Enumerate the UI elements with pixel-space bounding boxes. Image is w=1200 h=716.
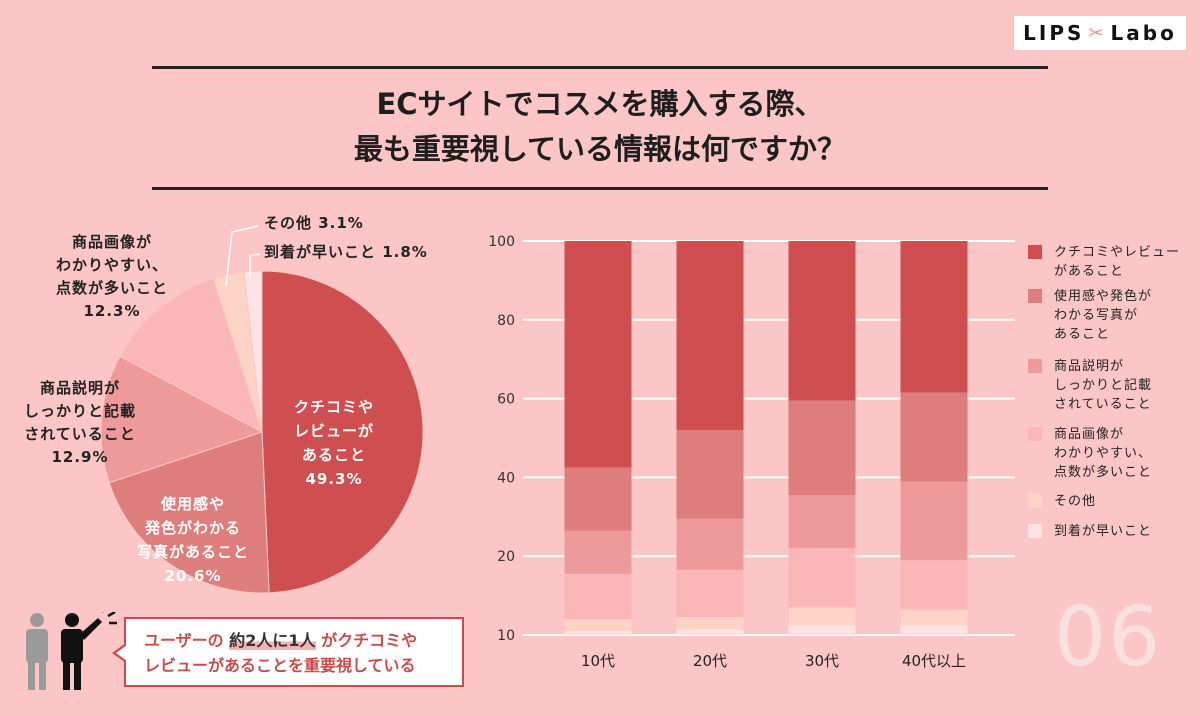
y-tick-label: 80 [497,313,515,329]
page-number: 06 [1054,590,1163,685]
pie-slice-1 [261,270,424,594]
bar-segment-10代-1 [564,631,632,635]
bar-segment-40代以上-2 [900,609,968,626]
pie-slice-4 [119,277,263,434]
x-tick-label: 20代 [693,652,727,670]
y-tick-label: 20 [497,549,515,565]
pie-label-4: 商品画像がわかりやすい、点数が多いこと 12.3% [56,233,168,320]
bar-segment-30代-2 [788,607,856,626]
pie-label-3: 商品説明がしっかりと記載されていること 12.9% [24,379,136,466]
legend-label-2: 使用感や発色がわかる写真があること [1054,288,1152,342]
bar-segment-40代以上-4 [900,481,968,561]
pie-label-5: その他 3.1% [264,214,364,232]
bar-segment-10代-5 [564,467,632,531]
legend-swatch-4 [1028,427,1042,441]
bar-segment-10代-6 [564,241,632,468]
x-tick-label: 30代 [805,652,839,670]
bunny-icon: ✂ [1088,22,1107,44]
bar-segment-40代以上-3 [900,560,968,610]
pie-chart [100,270,424,594]
legend-label-1: クチコミやレビューがあること [1054,245,1180,279]
legend-label-5: その他 [1054,494,1096,509]
pie-slice-3 [100,355,264,484]
y-tick-label: 40 [497,470,515,486]
pie-label-1: クチコミやレビューがあること 49.3% [294,398,374,488]
bar-segment-30代-5 [788,400,856,496]
pie-slice-2 [108,431,270,594]
title-line-2: 最も重要視している情報は何ですか？ [353,132,847,166]
legend-swatch-3 [1028,359,1042,373]
leader-line-delivery [249,253,261,278]
pie-slice-6 [243,270,263,433]
pie-label-2: 使用感や発色がわかる写真があること 20.6% [137,495,249,585]
leader-line-other [225,225,259,287]
bar-segment-20代-4 [676,518,744,570]
pie-label-6: 到着が早いこと 1.8% [264,243,428,261]
legend-label-3: 商品説明がしっかりと記載されていること [1054,358,1152,412]
callout-box: ユーザーの 約2人に1人 がクチコミや レビューがあることを重要視している [112,617,464,687]
bar-segment-20代-2 [676,617,744,630]
callout-text-1: ユーザーの [144,631,224,650]
bar-segment-10代-4 [564,530,632,574]
title-line-1: ECサイトでコスメを購入する際、 [376,87,824,121]
people-icon [26,612,117,690]
y-tick-label: 60 [497,392,515,408]
bar-segment-20代-3 [676,569,744,618]
legend-swatch-1 [1028,245,1042,259]
x-tick-label: 10代 [581,652,615,670]
legend-swatch-5 [1028,494,1042,508]
lips-labo-logo: LIPS ✂ Labo [1014,16,1186,50]
bar-segment-30代-1 [788,625,856,635]
pie-labels: クチコミやレビューがあること 49.3% 使用感や発色がわかる写真があること 20.6… [24,214,428,585]
bar-segment-40代以上-6 [900,241,968,393]
x-tick-label: 40代以上 [902,652,966,670]
title-top-rule [152,66,1048,69]
bar-segment-40代以上-1 [900,625,968,635]
callout-line-1: ユーザーの 約2人に1人 がクチコミや [144,628,456,653]
y-tick-label: 10 [497,628,515,644]
legend-swatch-2 [1028,289,1042,303]
stacked-bar-chart: 100 80 60 40 20 10 10代 20代 30代 40代以上 [488,234,1015,670]
bar-legend: クチコミやレビューがあること使用感や発色がわかる写真があること商品説明がしっかり… [1028,245,1180,539]
bar-segment-30代-3 [788,548,856,608]
page-title: ECサイトでコスメを購入する際、 最も重要視している情報は何ですか？ [152,82,1048,172]
y-tick-label: 100 [488,234,515,250]
logo-text-right: Labo [1110,21,1177,45]
callout-line-2: レビューがあることを重要視している [144,656,416,675]
bar-segment-30代-6 [788,241,856,401]
bar-segment-20代-5 [676,430,744,519]
legend-label-6: 到着が早いこと [1054,523,1152,539]
bar-segment-20代-6 [676,241,744,431]
bar-segment-40代以上-5 [900,392,968,482]
callout-text-2: がクチコミや [321,631,418,650]
legend-label-4: 商品画像がわかりやすい、点数が多いこと [1054,427,1152,480]
legend-swatch-6 [1028,524,1042,538]
logo-text-left: LIPS [1023,21,1085,45]
bar-segment-10代-2 [564,619,632,632]
bar-segment-10代-3 [564,573,632,620]
bar-segment-20代-1 [676,629,744,635]
bar-segment-30代-4 [788,495,856,549]
title-bottom-rule [152,187,1048,190]
callout-highlight: 約2人に1人 [229,631,316,650]
